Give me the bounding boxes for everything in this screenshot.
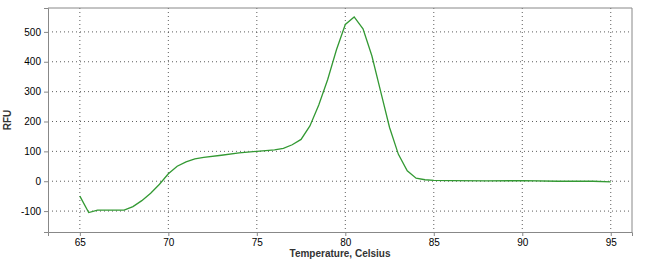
y-tick-label: 500 — [24, 27, 41, 38]
x-tick: 65 — [75, 232, 87, 248]
x-tick-mark — [80, 232, 81, 236]
y-axis-title: RFU — [2, 110, 13, 131]
x-tick-label: 80 — [340, 237, 352, 248]
x-tick-label: 70 — [163, 237, 175, 248]
y-tick-mark — [44, 151, 48, 152]
x-grid-line — [522, 8, 523, 232]
y-tick-label: 400 — [24, 56, 41, 67]
y-tick: -100 — [21, 206, 48, 217]
y-tick: 200 — [24, 116, 48, 127]
y-tick-mark — [44, 92, 48, 93]
x-grid-line — [433, 8, 434, 232]
plot: 65 70 75 80 85 90 95 -100 0 100 200 300 400 500 — [21, 8, 633, 248]
y-grid-line — [48, 121, 632, 122]
x-axis: 65 70 75 80 85 90 95 — [49, 232, 633, 248]
y-tick: 300 — [24, 86, 48, 97]
y-tick-label: 100 — [24, 146, 41, 157]
x-tick-label: 90 — [517, 237, 529, 248]
y-tick: 0 — [35, 176, 48, 187]
series — [80, 17, 611, 213]
x-tick-mark — [434, 232, 435, 236]
x-tick-label: 65 — [75, 237, 87, 248]
y-tick-mark — [44, 121, 48, 122]
x-grid-line — [345, 8, 346, 232]
x-tick-label: 95 — [606, 237, 618, 248]
x-tick: 90 — [517, 232, 529, 248]
y-grid-line — [48, 61, 632, 62]
x-grid-line — [256, 8, 257, 232]
y-tick: 100 — [24, 146, 48, 157]
y-tick: 500 — [24, 27, 48, 38]
x-tick-label: 85 — [429, 237, 441, 248]
y-tick-label: 200 — [24, 116, 41, 127]
y-tick-mark — [44, 62, 48, 63]
x-tick: 75 — [252, 232, 264, 248]
grid — [48, 8, 632, 232]
y-tick-mark — [44, 211, 48, 212]
chart: 65 70 75 80 85 90 95 -100 0 100 200 300 400 500 Temper… — [0, 0, 653, 260]
frame — [632, 8, 633, 232]
x-axis-title: Temperature, Celsius — [290, 248, 391, 259]
y-axis: -100 0 100 200 300 400 500 — [21, 9, 49, 233]
y-tick-mark — [44, 32, 48, 33]
x-tick: 80 — [340, 232, 352, 248]
y-grid-line — [48, 211, 632, 212]
x-grid-line — [79, 8, 80, 232]
melt-curve — [80, 17, 611, 213]
x-axis-line — [49, 233, 633, 237]
y-tick: 400 — [24, 56, 48, 67]
frame — [48, 8, 632, 9]
x-tick-mark — [522, 232, 523, 236]
y-tick-label: 300 — [24, 86, 41, 97]
y-grid-line — [48, 151, 632, 152]
y-axis-line — [44, 9, 49, 233]
x-tick-mark — [345, 232, 346, 236]
x-grid-line — [168, 8, 169, 232]
y-tick-mark — [44, 181, 48, 182]
x-tick-mark — [611, 232, 612, 236]
y-grid-line — [48, 31, 632, 32]
y-grid-line — [48, 91, 632, 92]
x-tick-mark — [257, 232, 258, 236]
x-tick-mark — [168, 232, 169, 236]
x-tick-label: 75 — [252, 237, 264, 248]
x-grid-line — [610, 8, 611, 232]
x-tick: 95 — [606, 232, 618, 248]
y-tick-label: 0 — [35, 176, 41, 187]
x-tick: 85 — [429, 232, 441, 248]
y-tick-label: -100 — [21, 206, 41, 217]
x-tick: 70 — [163, 232, 175, 248]
